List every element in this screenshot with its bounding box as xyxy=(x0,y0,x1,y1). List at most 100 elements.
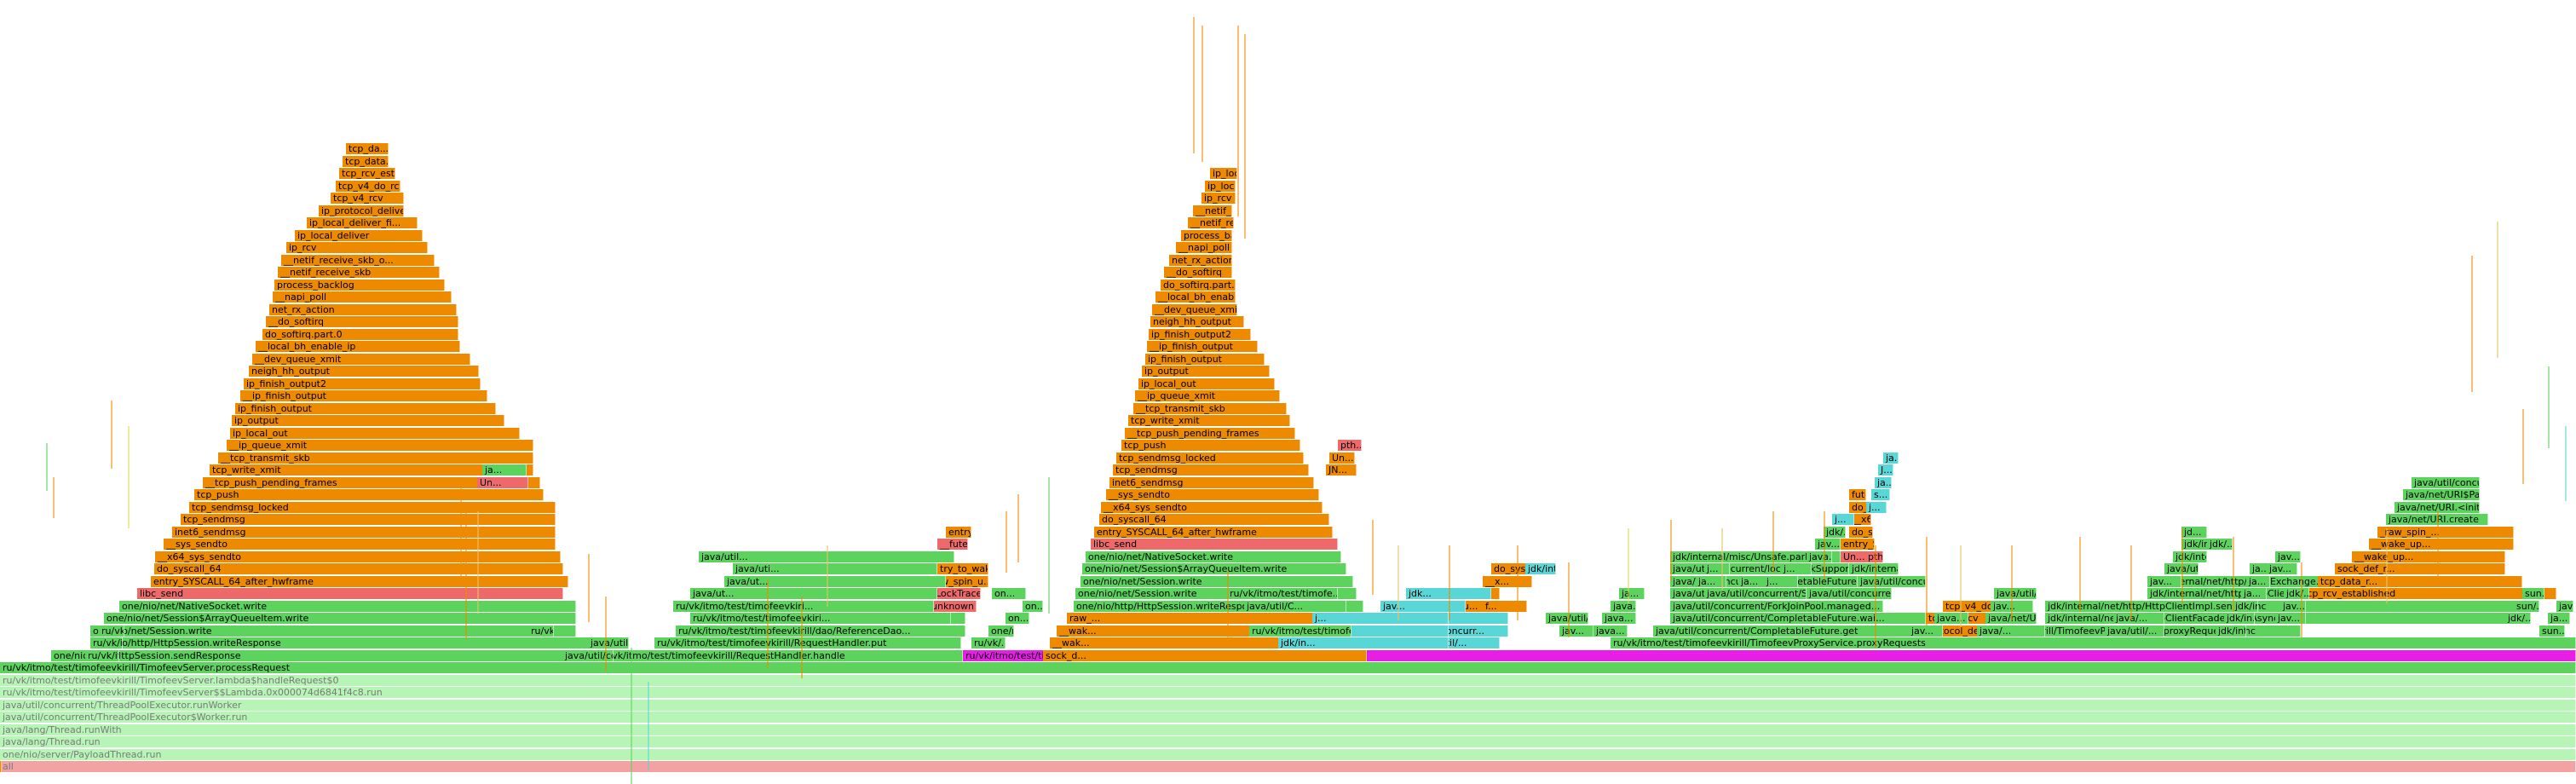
frame-sock-def-r[interactable]: sock_def_r... xyxy=(2335,563,2505,574)
frame-j[interactable]: j... xyxy=(1764,575,1798,587)
frame-tcp-write-xmit[interactable]: tcp_write_xmit xyxy=(1128,415,1290,426)
frame-ru-vk-itmo[interactable]: ru/vk/itmo... xyxy=(99,625,124,637)
frame-tcp-sendmsg[interactable]: tcp_sendmsg xyxy=(181,514,556,525)
frame-jdk-internal-misc-unsafe-park[interactable]: jdk/internal/misc/Unsafe.park xyxy=(1670,551,1841,562)
frame-tcp-write-xmit[interactable]: tcp_write_xmit xyxy=(210,464,533,476)
frame-f[interactable]: f... xyxy=(1483,600,1527,612)
frame-one-ni[interactable]: one/ni... xyxy=(988,625,1014,637)
frame-do-softirq[interactable]: __do_softirq xyxy=(1164,267,1232,278)
frame-jav[interactable]: jav... xyxy=(1559,625,1593,637)
frame-libc-send[interactable]: libc_send xyxy=(1091,539,1338,550)
frame-ru-vk[interactable]: ru/vk/... xyxy=(971,637,1006,649)
frame-ja[interactable]: ja... xyxy=(2241,588,2267,599)
frame-entry-syscall-64-af[interactable]: entry_SYSCALL_64_af... xyxy=(1841,539,1875,550)
frame-do-futex[interactable]: do_futex xyxy=(1849,501,1870,513)
thin-frame[interactable] xyxy=(2011,545,2013,620)
frame-ru-vk-itmo-test-timofeevkirill-requesthandler-handle[interactable]: ru/vk/itmo/test/timofeevkirill/RequestHa… xyxy=(596,649,963,661)
thin-frame[interactable] xyxy=(2565,426,2567,501)
thin-frame[interactable] xyxy=(2301,562,2302,637)
frame-java[interactable]: java... xyxy=(1807,551,1832,562)
frame-sun[interactable]: sun... xyxy=(2539,625,2565,637)
frame-tcp-transmit-skb[interactable]: __tcp_transmit_skb xyxy=(218,452,533,464)
thin-frame[interactable] xyxy=(128,426,130,528)
frame-sock-d[interactable]: sock_d... xyxy=(1043,649,1367,661)
frame-java-util[interactable]: java/util/... xyxy=(1546,613,1588,624)
frame-un-pthread-cond-signal-g[interactable]: Un... pthread_cond_signal@@G... xyxy=(1841,551,1883,562)
frame-java[interactable]: java... xyxy=(1611,600,1636,612)
frame-neigh-hh-output[interactable]: neigh_hh_output xyxy=(249,366,479,377)
frame-tcp-data-r[interactable]: tcp_data_r... xyxy=(2318,575,2522,587)
frame-sun[interactable]: sun... xyxy=(2522,588,2544,599)
thin-frame[interactable] xyxy=(1372,520,1374,595)
frame-x[interactable]: __x... xyxy=(1483,575,1532,587)
frame-tcp-push[interactable]: tcp_push xyxy=(194,489,544,500)
thin-frame[interactable] xyxy=(631,648,632,784)
frame-tcp-sendmsg-locked[interactable]: tcp_sendmsg_locked xyxy=(1116,452,1304,464)
frame-ip-finish-output2[interactable]: ip_finish_output2 xyxy=(1149,328,1251,340)
frame-ip-finish-output[interactable]: ip_finish_output xyxy=(1145,353,1265,365)
thin-frame[interactable] xyxy=(477,511,479,614)
frame-java-util-concurrent-threadpoolexecutor-runworker[interactable]: java/util/concurrent/ThreadPoolExecutor.… xyxy=(0,699,2576,711)
frame-ja[interactable]: ja... xyxy=(2246,575,2270,587)
frame-libc-send[interactable]: libc_send xyxy=(137,588,563,599)
thin-frame[interactable] xyxy=(1017,494,1019,562)
frame-sys-sendto[interactable]: __sys_sendto xyxy=(164,539,556,550)
frame-j[interactable]: j... xyxy=(1832,514,1854,525)
frame-jdk[interactable]: jdk/... xyxy=(1824,526,1846,538)
thin-frame[interactable] xyxy=(1006,511,1007,573)
thin-frame[interactable] xyxy=(2522,409,2524,484)
frame-ip-queue-xmit[interactable]: __ip_queue_xmit xyxy=(1135,390,1280,401)
frame-try-to-wake[interactable]: try_to_wake... xyxy=(937,563,988,574)
frame-futex-wake[interactable]: futex_wake xyxy=(1849,489,1866,500)
frame-tc[interactable]: tc... xyxy=(0,761,2,772)
frame-java-util-concurrent-threadpoolexecutor-worker-run[interactable]: java/util/concurrent/ThreadPoolExecutor$… xyxy=(0,712,2576,723)
frame-netif-receive-skb-o[interactable]: __netif_receive_skb_o... xyxy=(281,254,435,266)
thin-frame[interactable] xyxy=(46,443,48,491)
thin-frame[interactable] xyxy=(588,554,590,622)
thin-frame[interactable] xyxy=(2437,511,2439,586)
thin-frame[interactable] xyxy=(1960,545,1962,627)
frame-ip-finish-output[interactable]: __ip_finish_output xyxy=(240,390,487,401)
frame-netif-receive-skb[interactable]: __netif_receive_skb xyxy=(278,267,440,278)
frame-all[interactable]: all xyxy=(0,761,2576,772)
thin-frame[interactable] xyxy=(1244,34,1246,239)
frame-java-lang-thread-run[interactable]: java/lang/Thread.run xyxy=(0,736,2576,747)
frame-ru-vk-itmo-test-timofeevkiri[interactable]: ru/vk/itmo/test/timofeevkiri... xyxy=(673,600,934,612)
frame-jav[interactable]: jav... xyxy=(1380,600,1466,612)
frame-one-nio-server-payloadthread-run[interactable]: one/nio/server/PayloadThread.run xyxy=(0,748,2576,760)
frame-java-util[interactable]: java/util/... xyxy=(2105,625,2164,637)
thin-frame[interactable] xyxy=(1824,511,1825,579)
thin-frame[interactable] xyxy=(605,597,607,672)
frame-tcp-push[interactable]: tcp_push xyxy=(1121,440,1300,451)
thin-frame[interactable] xyxy=(53,477,55,518)
frame-on[interactable]: on... xyxy=(1006,613,1029,624)
frame-one-nio-http-httpsession-sendresponse[interactable]: one/nio/http/HttpSession.sendResponse xyxy=(51,649,579,661)
frame-inet6-sendmsg[interactable]: inet6_sendmsg xyxy=(172,526,556,538)
thin-frame[interactable] xyxy=(1628,528,1629,603)
thin-frame[interactable] xyxy=(465,503,467,639)
frame-locktracer-unsafep[interactable]: LockTracer::UnsafeP... xyxy=(933,588,981,599)
frame-x64-sys-sendto[interactable]: __x64_sys_sendto xyxy=(1101,501,1323,513)
thin-frame[interactable] xyxy=(1048,477,1050,614)
frame-tcp-transmit-skb[interactable]: __tcp_transmit_skb xyxy=(1133,402,1287,414)
frame-jav[interactable]: jav... xyxy=(2275,613,2306,624)
frame-local-bh-enable-ip[interactable]: __local_bh_enable_ip xyxy=(1155,291,1236,303)
frame-s[interactable]: s... xyxy=(1871,489,1890,500)
frame-netif-receive-skb[interactable]: __netif_receive_skb xyxy=(1188,217,1234,228)
thin-frame[interactable] xyxy=(2130,545,2132,620)
frame-ja[interactable]: ja... xyxy=(2548,613,2570,624)
frame-ja[interactable]: ja... xyxy=(482,464,527,476)
frame-do-softirq-part-0[interactable]: do_softirq.part.0 xyxy=(262,328,458,340)
thin-frame[interactable] xyxy=(767,579,769,668)
frame-java[interactable]: java/... xyxy=(2113,613,2164,624)
frame-tcp-data[interactable]: tcp_data... xyxy=(343,155,389,167)
frame-ru-vk-itmo-test-timofeevkiri[interactable]: ru/vk/itmo/test/timofeevkiri... xyxy=(85,649,119,661)
frame-neigh-hh-output[interactable]: neigh_hh_output xyxy=(1150,316,1244,327)
frame-napi-poll[interactable]: __napi_poll xyxy=(1176,242,1232,253)
frame-jn[interactable]: JN... xyxy=(1326,464,1357,476)
thin-frame[interactable] xyxy=(2079,537,2081,612)
thin-frame[interactable] xyxy=(1721,528,1723,590)
frame-dev-queue-xmit[interactable]: __dev_queue_xmit xyxy=(252,353,470,365)
frame-java-util-concurrent-completablefuture-wai[interactable]: java/util/concurrent/CompletableFuture.w… xyxy=(1670,613,1926,624)
frame-ru-vk-itmo-test-timofeevkirill-dao-tables[interactable]: ru/vk/itmo/test/timofeevkirill/dao/Table… xyxy=(528,625,554,637)
